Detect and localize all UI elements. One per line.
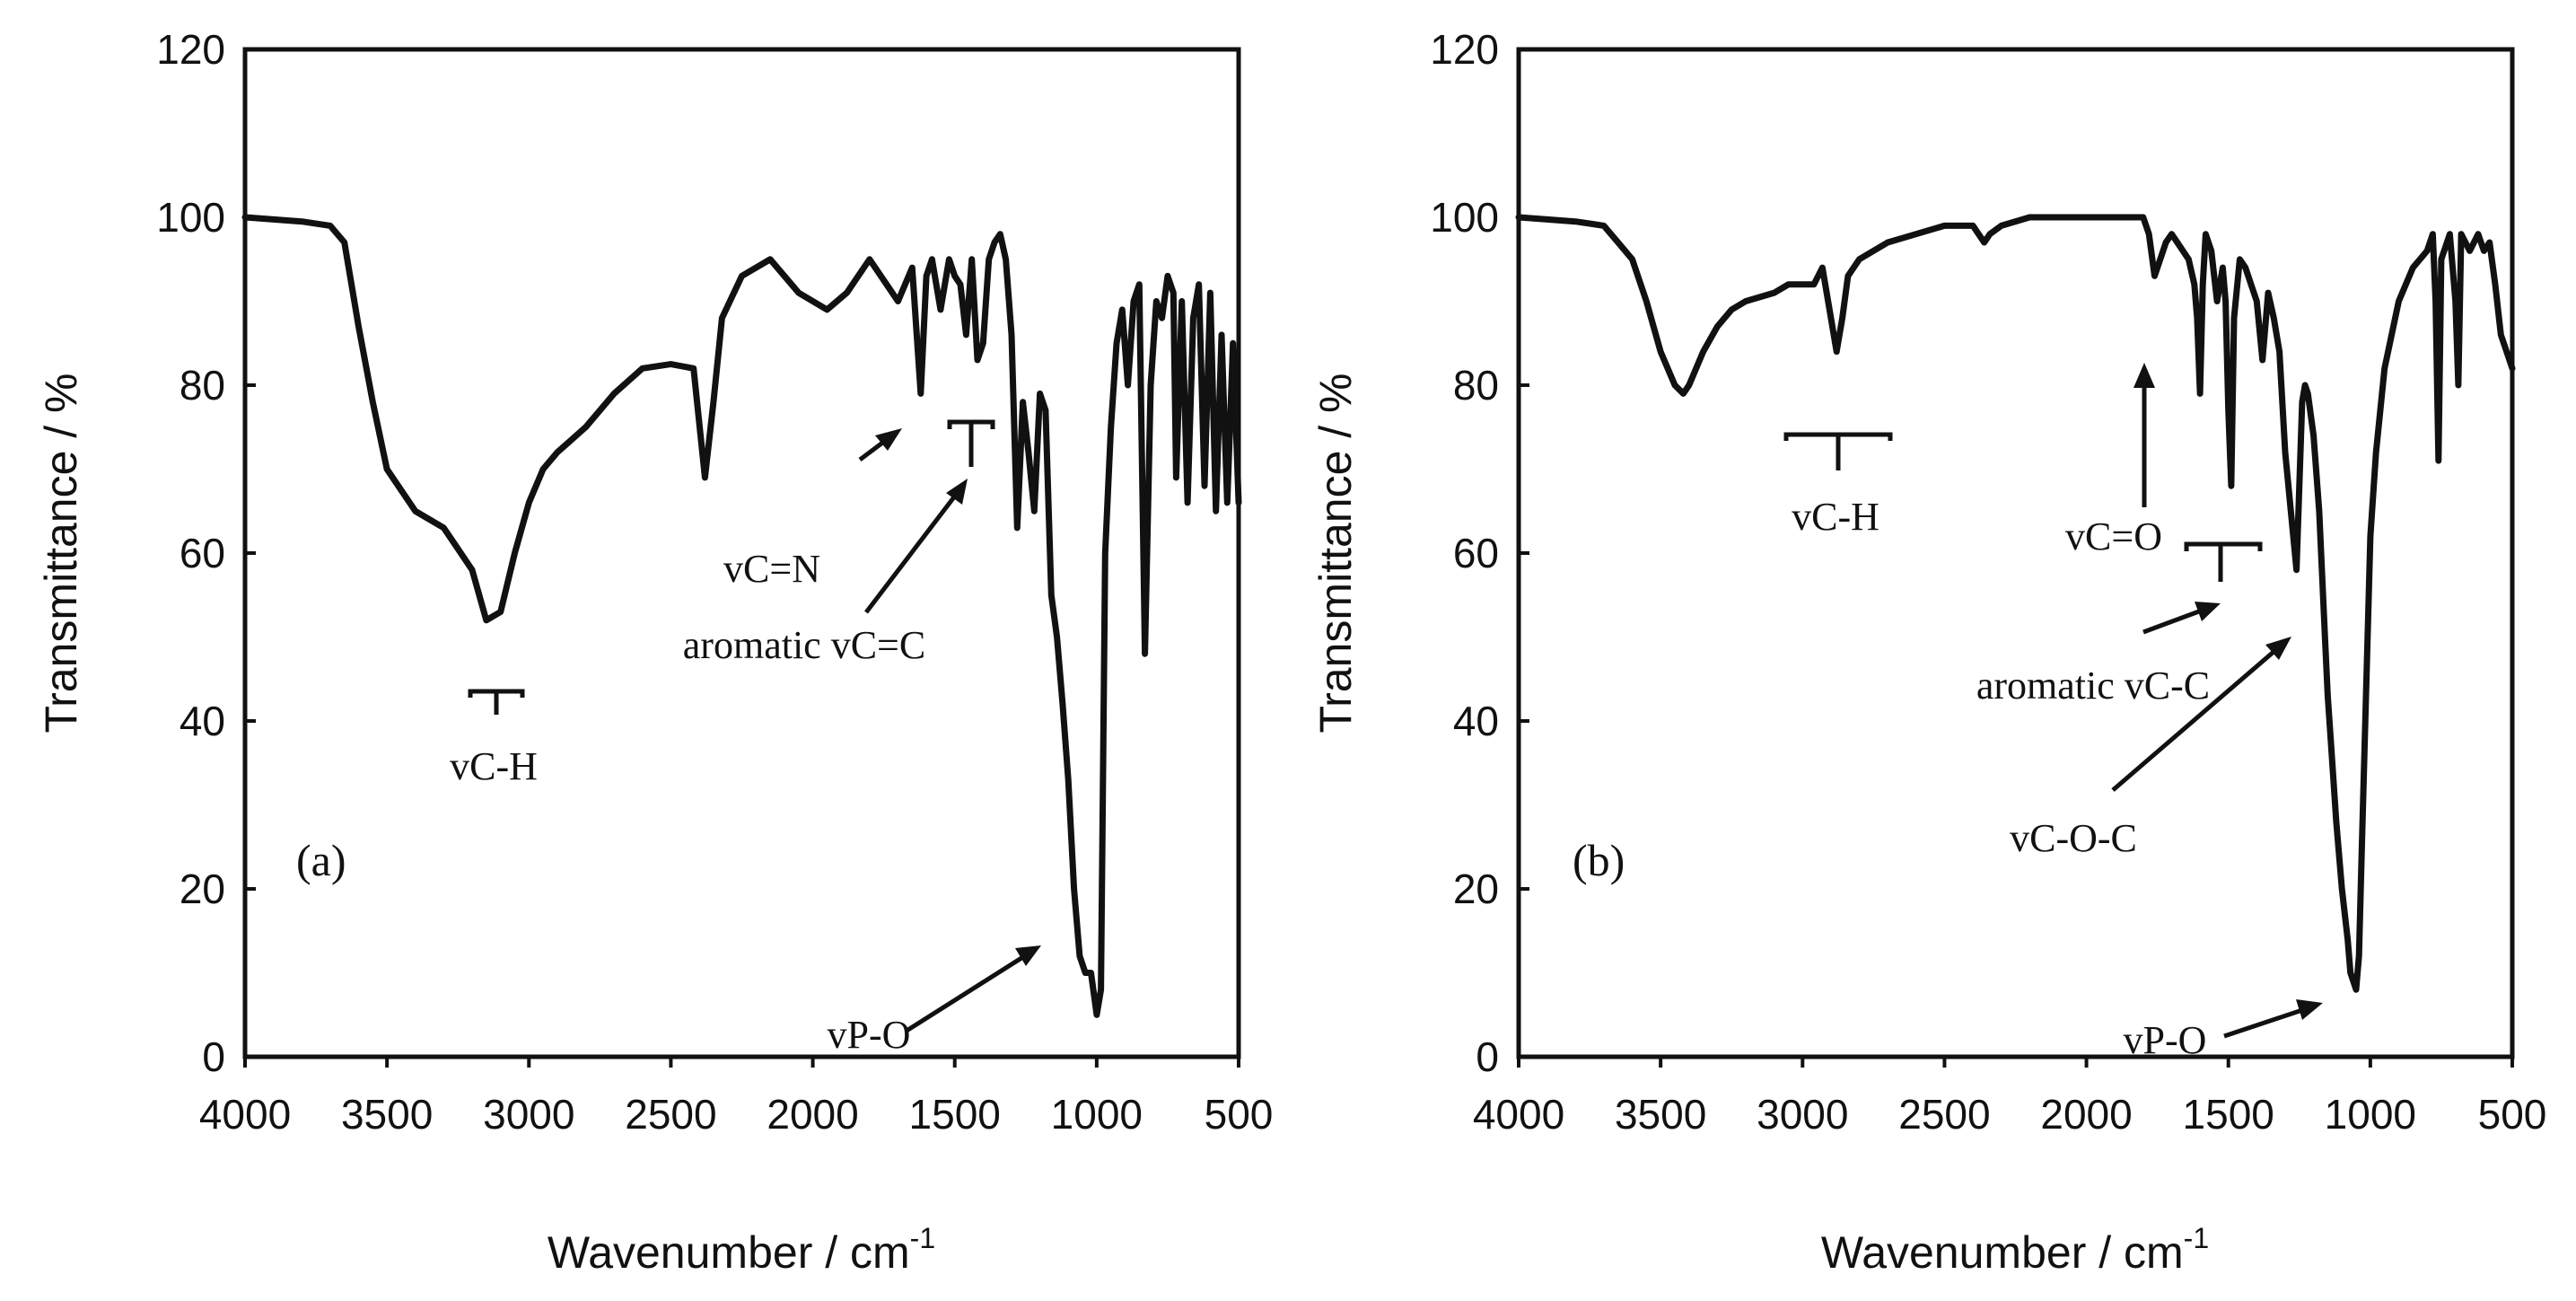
arrowhead-vpo-b: [2296, 999, 2323, 1020]
x-tick-label-b: 3500: [1615, 1091, 1706, 1138]
x-axis-title-sup-b: -1: [2184, 1222, 2209, 1254]
x-tick-label-b: 1000: [2325, 1091, 2416, 1138]
y-axis-title-a: Transmittance / %: [36, 373, 86, 733]
spectrum-line-b: [1515, 214, 2516, 993]
y-tick-label-a: 120: [156, 26, 225, 73]
arrowhead-vco-b: [2134, 363, 2155, 388]
x-tick-label-a: 3000: [483, 1091, 574, 1138]
arrowhead-vcoc-b: [2265, 637, 2291, 660]
x-axis-title-b: Wavenumber / cm-1: [1821, 1222, 2209, 1278]
arrowhead-vcn-a: [875, 428, 902, 451]
panel-b: 4000 3500 3000 2500 2000 1500 1000 500 0 20 40 60 8…: [1310, 26, 2546, 1278]
y-tick-label-b: 0: [1476, 1033, 1499, 1080]
bracket-vch-b: [1783, 432, 1893, 470]
x-tick-label-a: 2500: [625, 1091, 716, 1138]
x-tick-label-a: 2000: [767, 1091, 858, 1138]
y-tick-label-b: 120: [1430, 26, 1499, 73]
annotation-vcoc-b: vC-O-C: [2010, 816, 2137, 860]
arrow-vpo-a: [905, 951, 1030, 1033]
y-tick-label-a: 80: [180, 362, 225, 409]
bracket-vcc-a: [947, 419, 995, 467]
y-tick-label-b: 20: [1453, 866, 1499, 912]
arrow-vcc-b: [2142, 606, 2207, 635]
x-tick-label-b: 2000: [2040, 1091, 2132, 1138]
arrow-vcoc-b: [2111, 645, 2282, 792]
x-axis-ticks-b: 4000 3500 3000 2500 2000 1500 1000 500: [1473, 1057, 2547, 1138]
x-tick-label-b: 4000: [1473, 1091, 1564, 1138]
arrowhead-vcc-b: [2195, 602, 2221, 621]
arrow-vpo-b: [2223, 1006, 2309, 1039]
annotation-vpo-b: vP-O: [2124, 1018, 2207, 1062]
y-tick-label-b: 100: [1430, 194, 1499, 241]
x-axis-ticks-a: 4000 3500 3000 2500 2000 1500 1000 500: [199, 1057, 1274, 1138]
annotation-vcc-b: aromatic vC-C: [1976, 664, 2210, 708]
x-axis-title-text-b: Wavenumber / cm: [1821, 1227, 2184, 1278]
annotation-vcn-a: vC=N: [723, 547, 820, 591]
y-tick-label-a: 0: [202, 1033, 225, 1080]
spectrum-line-a: [241, 214, 1242, 1018]
bracket-vch-a: [468, 689, 525, 715]
y-axis-title-b: Transmittance / %: [1310, 373, 1361, 733]
x-tick-label-a: 4000: [199, 1091, 291, 1138]
arrow-vcc-a: [864, 489, 960, 614]
y-tick-label-b: 80: [1453, 362, 1499, 409]
annotation-vch-a: vC-H: [450, 744, 538, 788]
panel-label-a: (a): [296, 835, 346, 885]
y-axis-ticks-b: 0 20 40 60 80 100 120: [1430, 26, 1529, 1080]
x-tick-label-b: 2500: [1898, 1091, 1990, 1138]
y-axis-ticks-a: 0 20 40 60 80 100 120: [156, 26, 256, 1080]
x-tick-label-b: 500: [2478, 1091, 2547, 1138]
y-tick-label-a: 60: [180, 530, 225, 576]
y-tick-label-a: 20: [180, 866, 225, 912]
annotation-vcc-a: aromatic vC=C: [683, 623, 925, 667]
arrowhead-vcc-a: [946, 479, 968, 505]
bracket-vcc-b: [2184, 541, 2263, 582]
annotation-vpo-a: vP-O: [828, 1013, 911, 1057]
x-tick-label-a: 3500: [341, 1091, 433, 1138]
y-tick-label-b: 60: [1453, 530, 1499, 576]
panel-label-b: (b): [1573, 835, 1625, 885]
x-tick-label-b: 1500: [2183, 1091, 2274, 1138]
annotation-vco-b: vC=O: [2065, 514, 2162, 558]
panel-a: 4000 3500 3000 2500 2000 1500 1000 500 0 20 40 60 8…: [36, 26, 1273, 1278]
x-axis-title-sup-a: -1: [910, 1222, 935, 1254]
x-tick-label-a: 1500: [909, 1091, 1001, 1138]
x-tick-label-a: 1000: [1051, 1091, 1143, 1138]
x-tick-label-a: 500: [1205, 1091, 1274, 1138]
x-tick-label-b: 3000: [1757, 1091, 1848, 1138]
y-tick-label-a: 40: [180, 698, 225, 744]
y-tick-label-a: 100: [156, 194, 225, 241]
y-tick-label-b: 40: [1453, 698, 1499, 744]
x-axis-title-a: Wavenumber / cm-1: [548, 1222, 935, 1278]
arrowhead-vpo-a: [1015, 945, 1041, 966]
x-axis-title-text-a: Wavenumber / cm: [548, 1227, 910, 1278]
annotation-vch-b: vC-H: [1792, 495, 1879, 539]
